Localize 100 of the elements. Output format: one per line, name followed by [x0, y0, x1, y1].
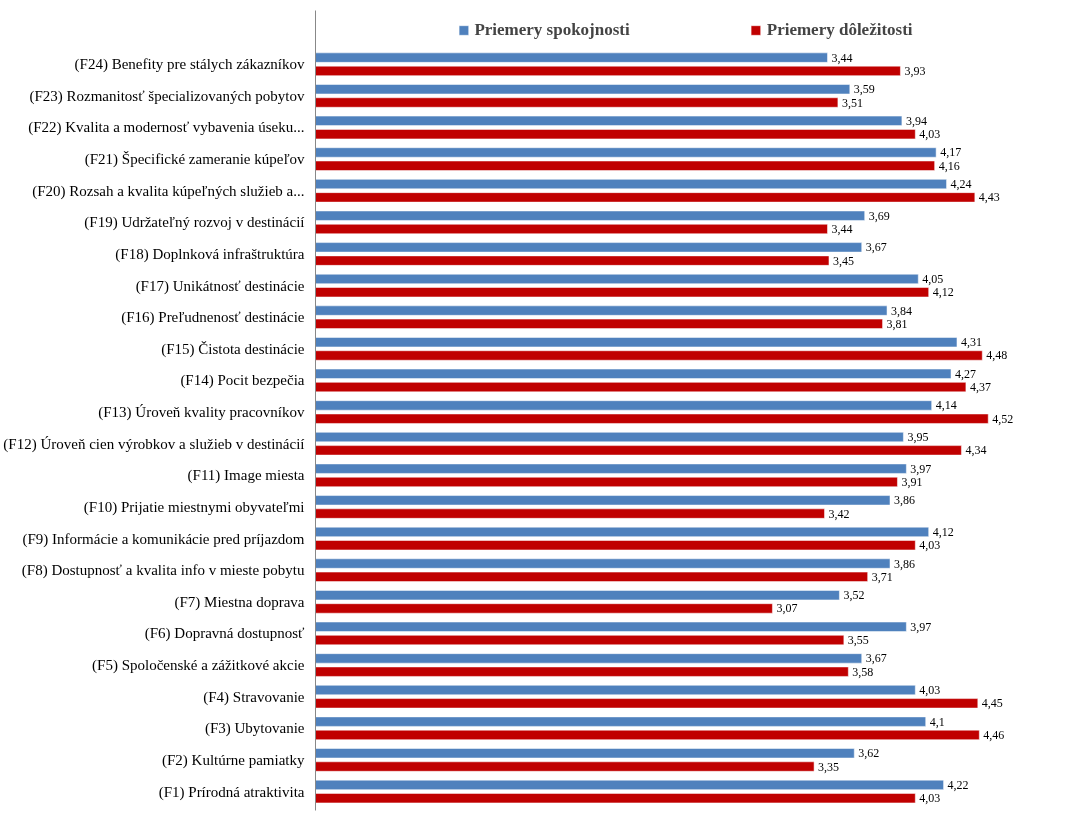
bar [315, 476, 898, 487]
bar [315, 305, 888, 316]
bar [315, 779, 944, 790]
data-label: 3,52 [843, 588, 865, 603]
bar [315, 350, 983, 361]
data-label: 4,05 [922, 271, 944, 286]
y-tick-label: (F23) Rozmanitosť špecializovaných pobytov [29, 87, 305, 105]
bar [315, 129, 916, 140]
y-tick-label: (F1) Prírodná atraktivita [158, 783, 305, 801]
y-tick-label: (F24) Benefity pre stálych zákazníkov [74, 56, 305, 74]
data-label: 3,94 [905, 113, 927, 128]
y-tick-label: (F22) Kvalita a modernosť vybavenia úseku... [28, 119, 305, 137]
y-tick-label: (F2) Kultúrne pamiatky [162, 751, 305, 769]
bar [315, 526, 929, 537]
data-label: 4,37 [969, 380, 991, 395]
bar [315, 653, 862, 664]
data-label: 3,97 [910, 619, 932, 634]
data-label: 3,67 [865, 651, 887, 666]
bar [315, 590, 840, 601]
data-label: 4,03 [919, 791, 941, 806]
bar [315, 318, 883, 329]
bar [315, 685, 916, 696]
bar [315, 273, 919, 284]
data-label: 3,45 [832, 253, 854, 268]
data-label: 4,16 [938, 158, 960, 173]
bar [315, 508, 825, 519]
data-label: 4,03 [919, 127, 941, 142]
bar [315, 463, 907, 474]
data-label: 3,97 [910, 461, 932, 476]
legend-label: Priemery spokojnosti [474, 20, 630, 40]
data-label: 4,34 [965, 443, 987, 458]
bar [315, 432, 904, 443]
bar [315, 698, 979, 709]
bar [315, 716, 926, 727]
data-label: 3,84 [891, 303, 913, 318]
bar [315, 793, 916, 804]
data-label: 3,59 [853, 82, 875, 97]
data-label: 4,52 [992, 411, 1014, 426]
y-tick-label: (F19) Udržateľný rozvoj v destinácií [84, 214, 305, 232]
data-label: 4,14 [935, 398, 957, 413]
bar [315, 368, 952, 379]
data-label: 3,44 [831, 222, 853, 236]
data-label: 4,03 [919, 538, 941, 553]
data-label: 3,44 [831, 50, 853, 65]
y-tick-label: (F17) Unikátnosť destinácie [135, 277, 305, 295]
data-label: 4,12 [932, 285, 954, 300]
bar [315, 413, 989, 424]
data-label: 3,69 [868, 208, 890, 223]
bar [315, 729, 980, 740]
bar [315, 255, 830, 266]
y-tick-label: (F21) Špecifické zameranie kúpeľov [84, 151, 305, 169]
y-tick-label: (F16) Preľudnenosť destinácie [121, 309, 305, 327]
bar [315, 382, 967, 393]
y-tick-label: (F9) Informácie a komunikácie pred príjazdom [22, 530, 305, 548]
bar [315, 65, 901, 76]
bar [315, 179, 947, 190]
bar [315, 400, 932, 411]
bar [315, 287, 929, 298]
bar [315, 115, 903, 126]
data-label: 3,42 [828, 506, 850, 521]
bar [315, 666, 849, 677]
bar [315, 210, 865, 221]
bar [315, 224, 828, 234]
bar [315, 540, 916, 551]
data-label: 4,22 [947, 777, 969, 792]
data-label: 3,86 [894, 556, 915, 571]
bar [315, 621, 907, 632]
data-label: 4,17 [940, 145, 962, 160]
data-label: 3,81 [886, 316, 908, 331]
bar [315, 603, 773, 614]
data-label: 3,95 [907, 430, 929, 445]
data-label: 3,62 [858, 746, 880, 761]
data-label: 3,35 [818, 759, 840, 774]
y-tick-label: (F20) Rozsah a kvalita kúpeľných služieb a... [32, 182, 305, 200]
data-label: 3,07 [776, 601, 798, 616]
data-label: 4,46 [983, 727, 1005, 742]
bar [315, 761, 815, 772]
y-tick-label: (F4) Stravovanie [203, 688, 305, 706]
data-label: 3,91 [901, 474, 923, 489]
y-tick-label: (F3) Ubytovanie [204, 720, 305, 738]
bar [315, 242, 862, 253]
data-label: 4,43 [978, 190, 1000, 205]
data-label: 4,31 [960, 335, 982, 350]
bar [315, 571, 868, 582]
bar [315, 160, 935, 171]
data-label: 3,86 [894, 493, 915, 508]
y-tick-label: (F12) Úroveň cien výrobkov a služieb v destinácií [3, 435, 305, 453]
bar [315, 147, 937, 158]
bar [315, 445, 962, 456]
bar [315, 52, 828, 63]
y-tick-label: (F18) Doplnková infraštruktúra [115, 245, 305, 263]
bar [315, 337, 958, 348]
data-label: 3,55 [847, 633, 869, 648]
y-tick-label: (F14) Pocit bezpečia [180, 372, 305, 390]
bar [315, 748, 855, 759]
y-tick-label: (F10) Prijatie miestnymi obyvateľmi [83, 498, 305, 516]
bar [315, 97, 839, 108]
data-label: 4,24 [950, 177, 972, 192]
data-label: 4,27 [955, 366, 977, 381]
bar [315, 84, 851, 95]
